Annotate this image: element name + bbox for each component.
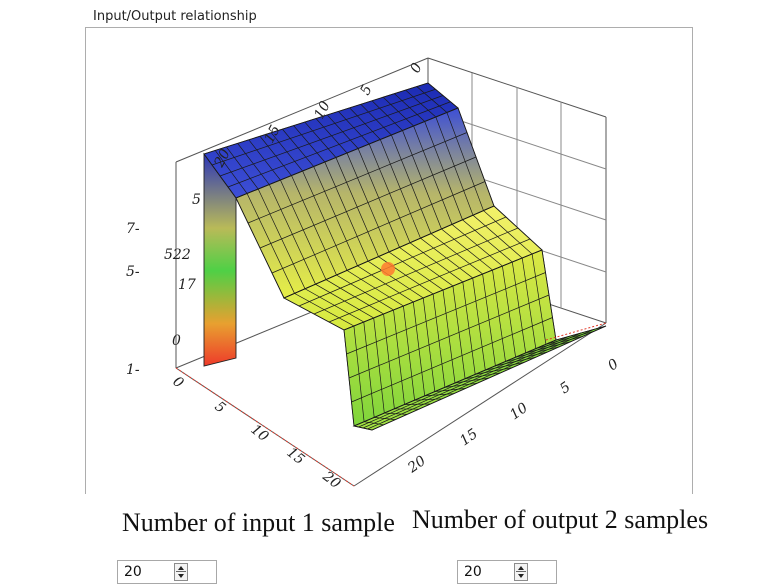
input-samples-spin-icon[interactable] [174, 563, 188, 581]
x-tick-4: 20 [319, 468, 344, 492]
z-outer-tick-0: 7- [126, 221, 140, 237]
output-samples-stepper[interactable]: 20 [457, 560, 557, 584]
surface-plot-canvas: 0 5 10 15 20 0 5 10 15 20 0 5 10 15 20 5 522 17 0 7- 5- 1… [126, 57, 622, 493]
back-tick-2: 10 [311, 99, 334, 122]
output-samples-value[interactable]: 20 [464, 564, 482, 580]
z-outer-tick-2: 1- [126, 362, 140, 378]
y-tick-4: 20 [404, 453, 429, 477]
y-tick-2: 10 [507, 400, 531, 423]
y-tick-3: 15 [457, 426, 481, 449]
x-tick-1: 5 [212, 399, 229, 417]
input-samples-value[interactable]: 20 [124, 564, 142, 580]
x-tick-0: 0 [170, 374, 187, 392]
y-tick-1: 5 [557, 379, 574, 397]
z-axis-ticks: 5 522 17 0 [164, 192, 201, 349]
x-tick-2: 10 [248, 422, 272, 446]
back-tick-1: 5 [357, 82, 375, 97]
z-tick-0: 5 [192, 192, 201, 208]
x-axis-ticks: 0 5 10 15 20 [170, 374, 344, 493]
input-samples-stepper[interactable]: 20 [117, 560, 217, 584]
surface-plot[interactable]: 0 5 10 15 20 0 5 10 15 20 0 5 10 15 20 5 522 17 0 7- 5- 1… [85, 27, 693, 494]
surface-marker [381, 262, 395, 276]
panel-title: Input/Output relationship [91, 9, 259, 24]
back-tick-3: 15 [261, 123, 284, 146]
z-tick-2: 17 [178, 277, 196, 293]
output-samples-spin-icon[interactable] [514, 563, 528, 581]
x-tick-3: 15 [284, 445, 308, 469]
z-axis-outer-ticks: 7- 5- 1- [126, 221, 140, 378]
output-samples-label: Number of output 2 samples [412, 505, 709, 534]
back-tick-4: 20 [211, 147, 234, 171]
surface-grid [203, 82, 607, 431]
z-tick-1: 522 [164, 247, 191, 263]
input-samples-label: Number of input 1 sample [122, 508, 395, 537]
z-outer-tick-1: 5- [126, 264, 140, 280]
z-tick-3: 0 [172, 333, 181, 349]
y-tick-0: 0 [605, 356, 622, 374]
